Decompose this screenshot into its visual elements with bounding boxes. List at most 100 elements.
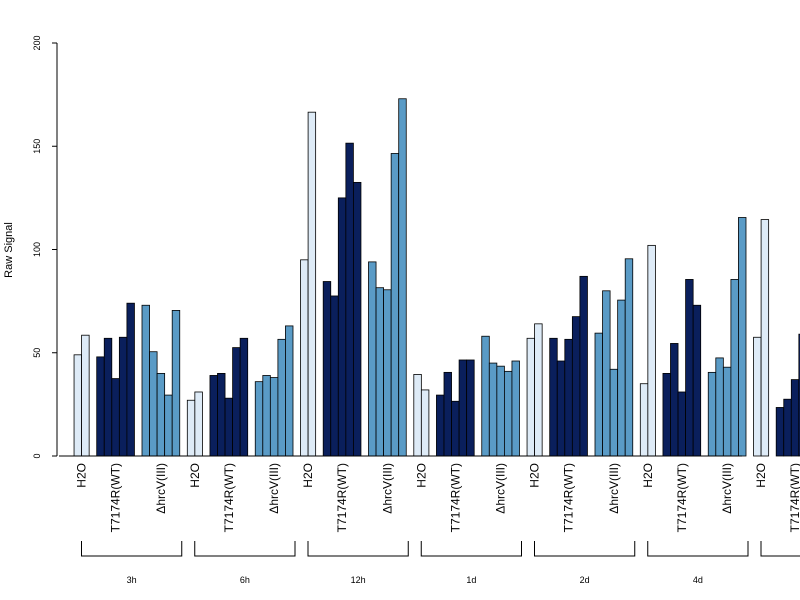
- bar: [217, 372, 226, 457]
- bar: [624, 258, 634, 457]
- bar: [186, 399, 196, 457]
- bar: [398, 98, 407, 457]
- bar: [322, 281, 332, 457]
- group-label: 3h: [127, 575, 137, 585]
- category-label: T7174R(WT): [109, 463, 123, 532]
- bar: [352, 181, 362, 457]
- bar: [639, 383, 649, 457]
- bar: [149, 351, 158, 457]
- y-tick-label: 200: [32, 35, 42, 50]
- bar: [96, 356, 105, 457]
- bar: [345, 142, 354, 457]
- category-label: ΔhrcV(III): [154, 463, 168, 514]
- bar: [677, 391, 686, 457]
- category-label: H2O: [528, 463, 542, 488]
- bar: [685, 279, 694, 457]
- category-label: H2O: [75, 463, 89, 488]
- bar: [164, 394, 173, 457]
- bar: [458, 359, 468, 457]
- bar: [171, 310, 181, 457]
- bar: [790, 379, 800, 457]
- bar: [609, 368, 619, 457]
- bar: [307, 111, 317, 457]
- group-bracket: [307, 541, 409, 557]
- group-label: 1d: [466, 575, 476, 585]
- category-label: T7174R(WT): [222, 463, 236, 532]
- category-label: H2O: [641, 463, 655, 488]
- bar: [692, 304, 702, 457]
- bar: [262, 375, 271, 457]
- group-bracket: [194, 541, 296, 557]
- bar: [81, 334, 90, 457]
- group-bracket: [534, 541, 636, 557]
- bar: [511, 360, 520, 457]
- bar: [534, 323, 543, 457]
- bar: [707, 371, 717, 457]
- bar: [277, 338, 286, 457]
- bar: [383, 289, 392, 457]
- bar: [783, 398, 792, 457]
- category-label: T7174R(WT): [448, 463, 462, 532]
- group-brackets: 3h6h12h1d2d4d6d: [81, 541, 800, 585]
- bar: [209, 375, 218, 457]
- bar: [760, 219, 770, 457]
- bar: [670, 343, 679, 457]
- bar: [753, 336, 762, 457]
- bar: [617, 299, 626, 457]
- bar: [715, 357, 724, 457]
- bar: [526, 337, 535, 457]
- category-label: T7174R(WT): [335, 463, 349, 532]
- bar: [285, 325, 294, 457]
- bar: [488, 362, 498, 457]
- bar: [254, 381, 264, 457]
- bar: [330, 295, 339, 457]
- bar: [798, 333, 800, 457]
- bar: [451, 400, 460, 457]
- bar: [556, 360, 566, 457]
- bar: [549, 337, 558, 457]
- category-label: T7174R(WT): [788, 463, 800, 532]
- category-label: T7174R(WT): [675, 463, 689, 532]
- bar: [141, 304, 150, 457]
- group-label: 12h: [351, 575, 366, 585]
- bar: [738, 217, 747, 457]
- category-label: ΔhrcV(III): [380, 463, 394, 514]
- bar: [594, 332, 603, 457]
- bar: [111, 378, 120, 457]
- y-tick-label: 50: [32, 348, 42, 358]
- group-label: 6h: [240, 575, 250, 585]
- group-label: 2d: [580, 575, 590, 585]
- group-label: 4d: [693, 575, 703, 585]
- y-axis: 0 50 100 150 200: [32, 35, 58, 459]
- category-label: ΔhrcV(III): [494, 463, 508, 514]
- category-label: H2O: [188, 463, 202, 488]
- bar: [564, 338, 573, 457]
- bar: [579, 275, 588, 457]
- bar: [443, 371, 452, 457]
- bar: [239, 337, 249, 457]
- bar: [118, 336, 128, 457]
- bar: [194, 391, 203, 457]
- category-label: ΔhrcV(III): [720, 463, 734, 514]
- group-bracket: [420, 541, 522, 557]
- group-bracket: [647, 541, 749, 557]
- bar: [73, 354, 83, 457]
- bars: [73, 98, 800, 457]
- category-label: H2O: [754, 463, 768, 488]
- bar: [224, 397, 234, 457]
- bar: [156, 372, 166, 457]
- bar: [413, 374, 422, 457]
- bar: [300, 259, 309, 457]
- bar: [481, 335, 490, 457]
- bar: [466, 359, 475, 457]
- y-tick-label: 150: [32, 139, 42, 154]
- category-label: ΔhrcV(III): [607, 463, 621, 514]
- bar: [775, 407, 785, 457]
- bar: [375, 287, 384, 457]
- category-labels: H2O T7174R(WT) ΔhrcV(III) H2O T7174R(WT) Δhrc…: [75, 463, 800, 532]
- bar: [571, 316, 581, 457]
- bar: [722, 366, 732, 457]
- y-tick-label: 100: [32, 242, 42, 257]
- bar: [503, 370, 513, 457]
